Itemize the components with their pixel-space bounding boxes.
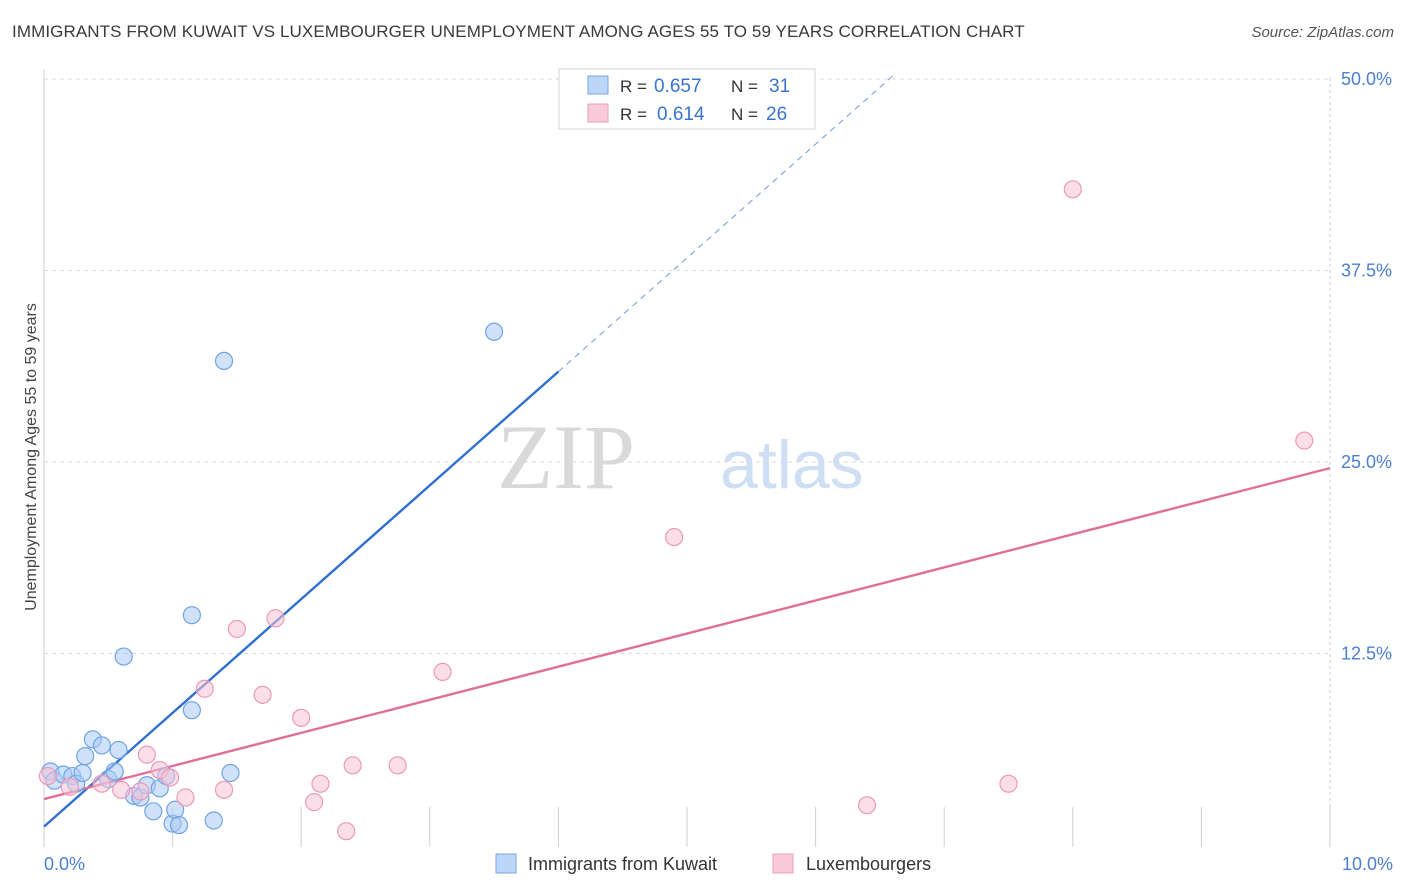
luxembourger-point-15	[304, 793, 324, 812]
legend-r-value-kuwait: 0.657	[654, 76, 702, 97]
luxembourger-point-3	[112, 780, 131, 799]
trend-line-1	[43, 466, 1331, 801]
chart-title: IMMIGRANTS FROM KUWAIT VS LUXEMBOURGER U…	[12, 22, 1025, 41]
luxembourger-point-13	[266, 609, 285, 628]
luxembourger-point-17	[337, 822, 356, 841]
trend-line-0	[43, 370, 560, 828]
legend-bottom: Immigrants from Kuwait Luxembourgers	[495, 853, 931, 874]
legend-bottom-swatch-kuwait	[495, 853, 517, 874]
source-label: Source: ZipAtlas.com	[1251, 24, 1394, 41]
legend-n-label-lux: N =	[731, 105, 758, 124]
kuwait-point-22	[182, 701, 201, 720]
luxembourger-point-14	[292, 708, 311, 727]
legend-swatch-lux	[587, 103, 609, 123]
legend-n-label-kuwait: N =	[731, 77, 758, 96]
y-tick-label-2: 37.5%	[1341, 261, 1392, 281]
luxembourger-point-19	[388, 756, 407, 775]
y-tick-label-1: 25.0%	[1341, 452, 1392, 472]
legend-top: R = 0.657 N = 31 R = 0.614 N = 26	[558, 68, 816, 130]
luxembourger-point-21	[665, 527, 684, 547]
luxembourger-point-5	[137, 745, 156, 764]
legend-bottom-swatch-lux	[772, 853, 794, 874]
kuwait-point-16	[144, 802, 163, 821]
kuwait-point-21	[169, 815, 189, 835]
legend-r-label-lux: R =	[620, 105, 647, 124]
x-tick-label-1: 10.0%	[1342, 854, 1393, 874]
kuwait-point-26	[221, 763, 240, 783]
data-points	[38, 180, 1314, 841]
luxembourger-point-20	[433, 662, 452, 681]
legend-n-value-kuwait: 31	[769, 76, 790, 97]
axes	[43, 70, 1331, 847]
watermark-atlas: atlas	[720, 427, 864, 503]
legend-bottom-label-kuwait: Immigrants from Kuwait	[528, 854, 717, 874]
luxembourger-point-9	[195, 679, 214, 698]
watermark: ZIP atlas	[497, 406, 864, 508]
luxembourger-point-22	[857, 796, 877, 815]
kuwait-point-8	[92, 736, 111, 755]
luxembourger-point-7	[160, 768, 180, 787]
luxembourger-point-0	[38, 766, 57, 786]
kuwait-point-5	[73, 763, 92, 783]
luxembourger-point-23	[999, 774, 1018, 793]
luxembourger-point-10	[214, 780, 234, 799]
luxembourger-point-4	[131, 782, 150, 801]
kuwait-point-10	[105, 762, 124, 781]
kuwait-point-6	[76, 747, 95, 766]
luxembourger-point-24	[1063, 180, 1082, 199]
y-tick-label-3: 50.0%	[1341, 69, 1392, 89]
kuwait-point-25	[214, 351, 234, 370]
luxembourger-point-1	[60, 777, 79, 796]
luxembourger-point-11	[227, 619, 246, 639]
x-tick-labels: 0.0% 10.0%	[44, 854, 1393, 874]
kuwait-point-23	[182, 606, 201, 625]
y-tick-labels: 12.5% 25.0% 37.5% 50.0%	[1341, 69, 1392, 664]
legend-bottom-label-lux: Luxembourgers	[806, 854, 931, 874]
watermark-zip: ZIP	[497, 406, 635, 508]
kuwait-point-24	[204, 811, 223, 830]
luxembourger-point-18	[343, 756, 362, 775]
legend-swatch-kuwait	[587, 75, 609, 95]
luxembourger-point-8	[176, 788, 195, 807]
luxembourger-point-16	[311, 774, 330, 793]
y-tick-label-0: 12.5%	[1341, 644, 1392, 664]
luxembourger-point-2	[92, 774, 111, 793]
x-tick-label-0: 0.0%	[44, 854, 85, 874]
legend-r-value-lux: 0.614	[657, 104, 705, 125]
y-axis-label: Unemployment Among Ages 55 to 59 years	[23, 303, 40, 611]
luxembourger-point-25	[1295, 431, 1314, 450]
trend-line-extension-0	[558, 75, 894, 372]
luxembourger-point-12	[253, 685, 272, 704]
legend-n-value-lux: 26	[766, 104, 787, 125]
kuwait-point-27	[485, 322, 504, 341]
trend-lines	[43, 75, 1331, 828]
kuwait-point-11	[109, 740, 128, 760]
gridlines	[44, 78, 1330, 654]
legend-r-label-kuwait: R =	[620, 77, 647, 96]
kuwait-point-12	[114, 647, 133, 666]
